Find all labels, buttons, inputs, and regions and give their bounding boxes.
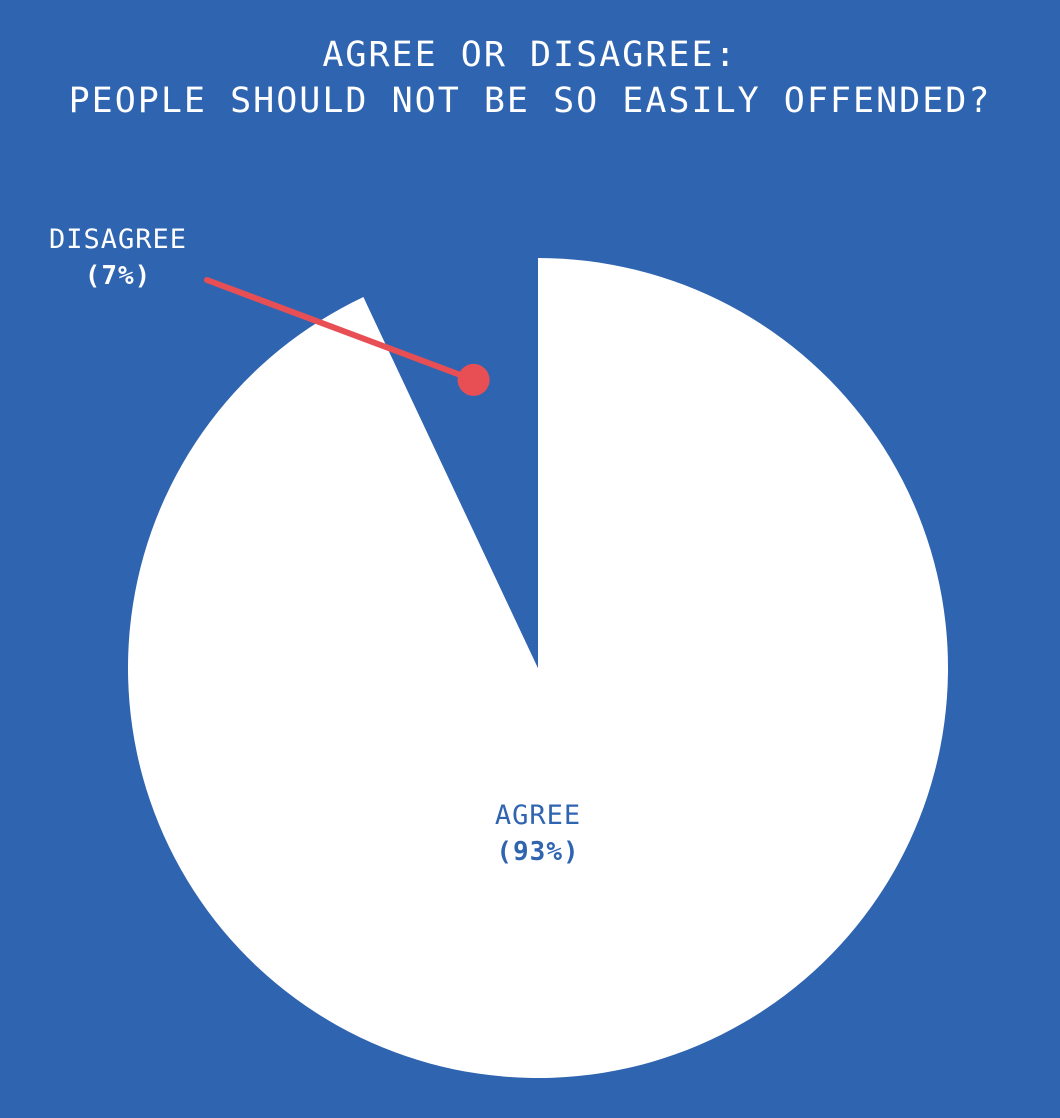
disagree-callout-dot xyxy=(457,363,490,396)
pie-slice-agree xyxy=(127,258,948,1078)
agree-label-percent: (93%) xyxy=(496,837,580,867)
pie-slice-disagree xyxy=(365,263,538,668)
disagree-label-name: DISAGREE xyxy=(48,224,188,255)
agree-label-name: AGREE xyxy=(494,800,582,831)
chart-title-line-1: AGREE OR DISAGREE: xyxy=(322,35,738,75)
disagree-label: DISAGREE (7%) xyxy=(28,222,208,294)
disagree-callout-line xyxy=(204,277,477,383)
chart-title-line-2: PEOPLE SHOULD NOT BE SO EASILY OFFENDED? xyxy=(68,81,992,121)
agree-label: AGREE (93%) xyxy=(438,798,638,870)
disagree-label-percent: (7%) xyxy=(84,261,152,291)
chart-title: AGREE OR DISAGREE: PEOPLE SHOULD NOT BE … xyxy=(0,32,1060,124)
